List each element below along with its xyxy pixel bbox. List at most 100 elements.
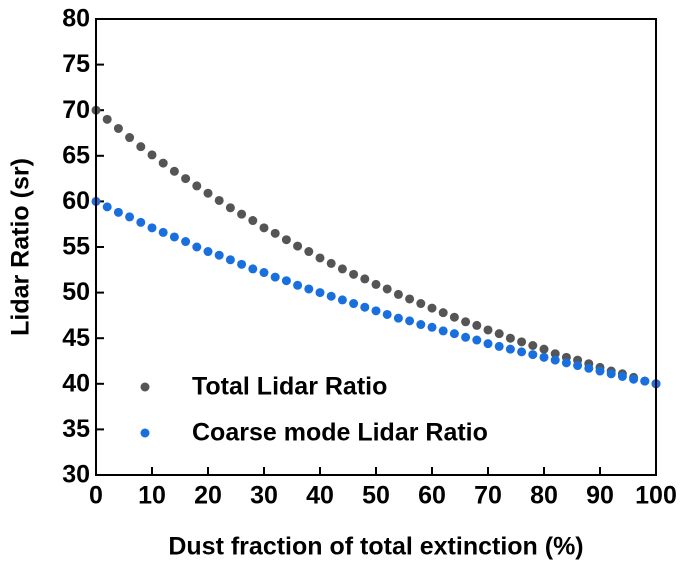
point bbox=[405, 316, 415, 326]
point bbox=[550, 349, 560, 359]
point bbox=[270, 228, 280, 238]
point bbox=[248, 264, 258, 274]
point bbox=[461, 332, 471, 342]
point bbox=[181, 237, 191, 247]
x-tick-label: 100 bbox=[635, 482, 677, 510]
point bbox=[371, 306, 381, 316]
point bbox=[169, 232, 179, 242]
point bbox=[349, 269, 359, 279]
point bbox=[382, 284, 392, 294]
point bbox=[315, 288, 325, 298]
y-tick-label: 55 bbox=[62, 233, 90, 261]
point bbox=[237, 259, 247, 269]
point bbox=[192, 181, 202, 191]
point bbox=[214, 195, 224, 205]
point bbox=[629, 374, 639, 384]
point bbox=[405, 294, 415, 304]
point bbox=[483, 325, 493, 335]
point bbox=[214, 250, 224, 260]
y-tick-label: 70 bbox=[62, 96, 90, 124]
point bbox=[595, 366, 605, 376]
point bbox=[181, 174, 191, 184]
point bbox=[102, 114, 112, 124]
point bbox=[461, 317, 471, 327]
point bbox=[225, 203, 235, 213]
point bbox=[349, 299, 359, 309]
point bbox=[136, 142, 146, 152]
point bbox=[360, 274, 370, 284]
x-axis-label: Dust fraction of total extinction (%) bbox=[168, 533, 583, 561]
point bbox=[438, 326, 448, 336]
point bbox=[147, 223, 157, 233]
point bbox=[561, 358, 571, 368]
point bbox=[449, 329, 459, 339]
point bbox=[494, 341, 504, 351]
point bbox=[259, 268, 269, 278]
point bbox=[315, 253, 325, 263]
point bbox=[550, 355, 560, 365]
point bbox=[225, 255, 235, 265]
point bbox=[528, 350, 538, 360]
point bbox=[472, 320, 482, 330]
point bbox=[192, 242, 202, 252]
x-tick-label: 70 bbox=[474, 482, 502, 510]
point bbox=[517, 337, 527, 347]
y-tick-label: 35 bbox=[62, 415, 90, 443]
point bbox=[304, 284, 314, 294]
x-tick-label: 30 bbox=[250, 482, 278, 510]
point bbox=[326, 291, 336, 301]
point bbox=[113, 123, 123, 133]
point bbox=[416, 320, 426, 330]
point bbox=[158, 158, 168, 168]
legend-label: Coarse mode Lidar Ratio bbox=[192, 419, 488, 447]
point bbox=[147, 150, 157, 160]
x-tick-label: 90 bbox=[586, 482, 614, 510]
point bbox=[382, 309, 392, 319]
point bbox=[393, 313, 403, 323]
point bbox=[125, 133, 135, 143]
point bbox=[427, 322, 437, 332]
point bbox=[427, 303, 437, 313]
y-tick-label: 50 bbox=[62, 278, 90, 306]
point bbox=[326, 258, 336, 268]
point bbox=[528, 340, 538, 350]
point bbox=[494, 329, 504, 339]
point bbox=[237, 209, 247, 219]
point bbox=[293, 241, 303, 251]
point bbox=[360, 302, 370, 312]
point bbox=[449, 312, 459, 322]
point bbox=[640, 376, 650, 386]
y-tick-label: 30 bbox=[62, 461, 90, 489]
point bbox=[158, 227, 168, 237]
legend-label: Total Lidar Ratio bbox=[192, 373, 387, 401]
point bbox=[393, 289, 403, 299]
legend-marker bbox=[140, 382, 150, 392]
point bbox=[539, 344, 549, 354]
point bbox=[248, 216, 258, 226]
y-tick-label: 65 bbox=[62, 141, 90, 169]
point bbox=[125, 212, 135, 222]
point bbox=[438, 308, 448, 318]
y-tick-label: 45 bbox=[62, 324, 90, 352]
point bbox=[584, 363, 594, 373]
x-tick-label: 0 bbox=[89, 482, 103, 510]
point bbox=[304, 247, 314, 257]
point bbox=[606, 369, 616, 379]
point bbox=[169, 166, 179, 176]
y-tick-label: 80 bbox=[62, 5, 90, 33]
legend-marker bbox=[140, 428, 150, 438]
point bbox=[517, 347, 527, 357]
point bbox=[337, 264, 347, 274]
point bbox=[505, 333, 515, 343]
plot-frame bbox=[95, 18, 657, 476]
y-tick-label: 40 bbox=[62, 369, 90, 397]
x-tick-label: 20 bbox=[194, 482, 222, 510]
point bbox=[270, 272, 280, 282]
point bbox=[505, 344, 515, 354]
point bbox=[102, 202, 112, 212]
point bbox=[539, 352, 549, 362]
x-tick-label: 40 bbox=[306, 482, 334, 510]
point bbox=[293, 280, 303, 290]
point bbox=[472, 335, 482, 345]
